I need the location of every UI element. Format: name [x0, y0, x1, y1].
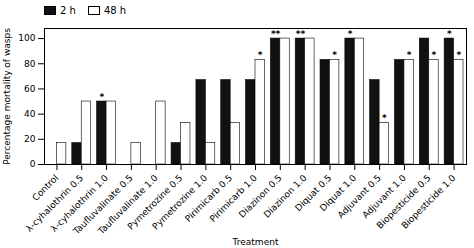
svg-text:*: * [407, 50, 412, 60]
svg-text:*: * [456, 50, 461, 60]
svg-text:*: * [332, 50, 337, 60]
svg-text:**: ** [271, 29, 281, 39]
svg-text:80: 80 [24, 59, 36, 69]
svg-text:Pymetrozine 1.0: Pymetrozine 1.0 [150, 172, 210, 232]
svg-text:60: 60 [24, 84, 36, 94]
svg-text:20: 20 [24, 134, 36, 144]
svg-text:Biopesticide 1.0: Biopesticide 1.0 [400, 173, 458, 231]
svg-text:*: * [258, 50, 263, 60]
svg-text:Adjuvant 1.0: Adjuvant 1.0 [360, 172, 408, 221]
svg-text:0: 0 [30, 159, 36, 169]
svg-text:Adjuvant 0.5: Adjuvant 0.5 [335, 172, 384, 221]
svg-text:100: 100 [18, 33, 35, 43]
svg-text:Diazinon 1.0: Diazinon 1.0 [261, 172, 309, 220]
svg-text:Diazinon 0.5: Diazinon 0.5 [236, 172, 284, 220]
svg-text:Treatment: Treatment [232, 237, 279, 247]
svg-text:Control: Control [30, 172, 61, 203]
svg-text:*: * [348, 29, 353, 39]
svg-text:Diquat 1.0: Diquat 1.0 [317, 172, 359, 214]
svg-text:Biopesticide 0.5: Biopesticide 0.5 [374, 172, 433, 231]
html-text:48 h: 48 h [103, 5, 127, 16]
svg-text:*: * [382, 113, 387, 123]
svg-text:Pirimicarb 0.5: Pirimicarb 0.5 [183, 172, 235, 224]
svg-text:Diquat 0.5: Diquat 0.5 [293, 172, 334, 214]
svg-text:*: * [99, 92, 104, 102]
svg-text:**: ** [296, 29, 306, 39]
svg-text:*: * [432, 50, 437, 60]
svg-text:λ-cyhalothrin 1.0: λ-cyhalothrin 1.0 [48, 172, 110, 234]
svg-text:λ-cyhalothrin 0.5: λ-cyhalothrin 0.5 [24, 172, 86, 234]
svg-text:40: 40 [24, 109, 36, 119]
html-text:2 h: 2 h [60, 5, 76, 16]
svg-text:*: * [447, 29, 452, 39]
svg-text:Taufluvalinate 0.5: Taufluvalinate 0.5 [71, 172, 135, 237]
svg-text:Pirimicarb 1.0: Pirimicarb 1.0 [207, 172, 259, 224]
svg-text:Taufluvalinate 1.0: Taufluvalinate 1.0 [96, 172, 160, 237]
svg-text:Pymetrozine 0.5: Pymetrozine 0.5 [125, 172, 185, 232]
svg-text:Percentage mortality of wasps: Percentage mortality of wasps [2, 28, 12, 165]
